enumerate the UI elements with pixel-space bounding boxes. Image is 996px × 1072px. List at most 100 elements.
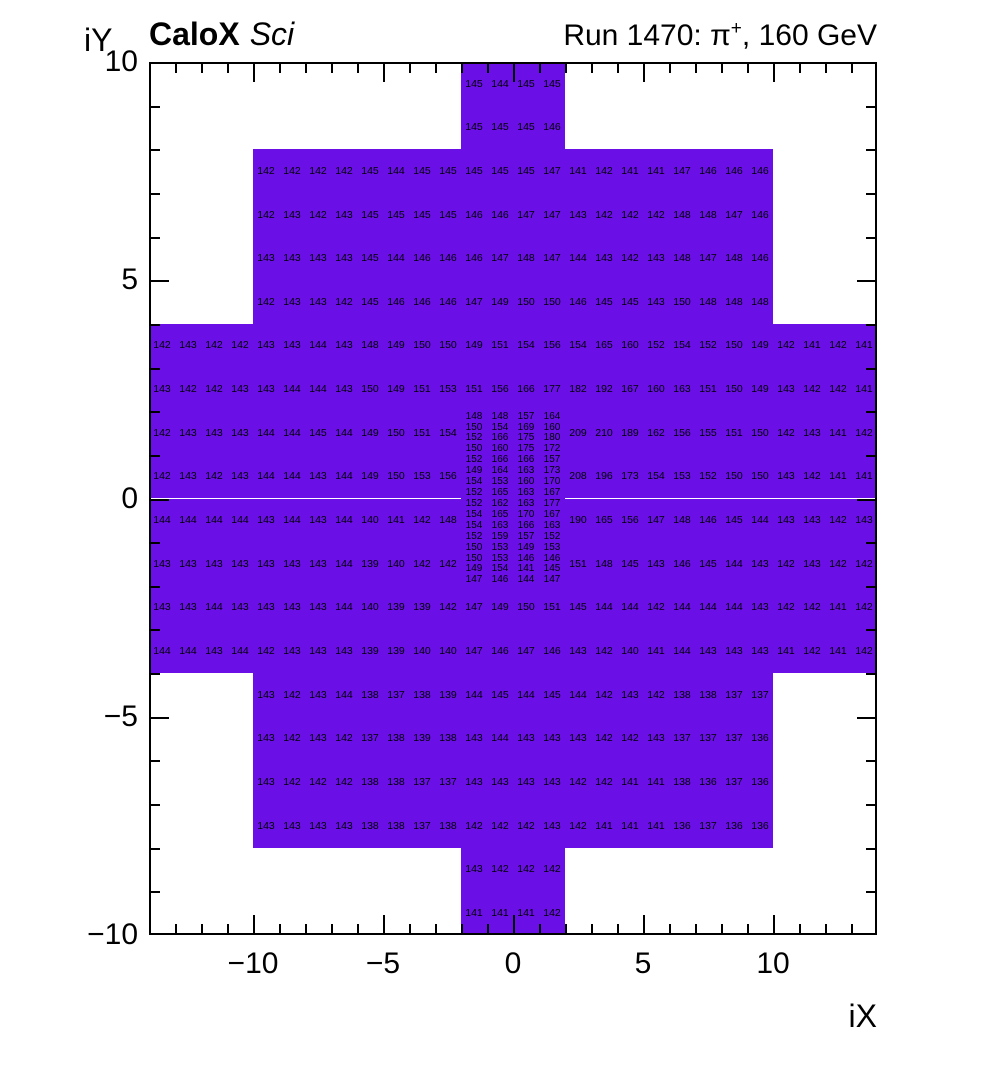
heatmap-cell: 146 (543, 645, 561, 657)
axis-tick (695, 64, 697, 73)
heatmap-cell: 137 (751, 688, 769, 701)
heatmap-cell: 140 (387, 557, 405, 570)
heatmap-cell: 143 (153, 557, 171, 570)
heatmap-cell: 142 (283, 775, 301, 788)
heatmap-cell: 137 (361, 732, 379, 745)
heatmap-cell: 149 (465, 339, 483, 352)
heatmap-cell: 152 (647, 339, 665, 352)
heatmap-fine-cell: 153 (491, 541, 509, 553)
axis-tick (279, 924, 281, 933)
heatmap-cell: 151 (413, 426, 431, 439)
heatmap-cell: 142 (413, 514, 431, 527)
heatmap-cell: 142 (439, 557, 457, 570)
heatmap-cell: 145 (569, 601, 587, 614)
heatmap-cell: 143 (335, 383, 353, 396)
axis-tick (669, 924, 671, 933)
heatmap-cell: 145 (413, 208, 431, 221)
heatmap-cell: 143 (465, 775, 483, 788)
axis-tick (866, 106, 875, 108)
axis-tick (851, 64, 853, 73)
heatmap-fine-cell: 166 (491, 454, 509, 466)
heatmap-cell: 136 (751, 732, 769, 745)
y-axis-tick-label: −5 (103, 699, 138, 733)
heatmap-fine-cell: 152 (465, 530, 483, 542)
heatmap-cell: 142 (855, 601, 873, 614)
heatmap-cell: 141 (517, 906, 535, 919)
heatmap-cell: 145 (361, 208, 379, 221)
heatmap-cell: 142 (595, 688, 613, 701)
axis-tick (409, 924, 411, 933)
heatmap-cell: 142 (153, 470, 171, 483)
axis-tick (617, 924, 619, 933)
heatmap-cell: 148 (673, 208, 691, 221)
heatmap-cell: 143 (465, 863, 483, 876)
heatmap-cell: 142 (309, 164, 327, 177)
heatmap-cell: 142 (829, 339, 847, 352)
axis-tick (643, 915, 645, 933)
x-axis-tick-label: −5 (365, 947, 401, 980)
heatmap-cell: 141 (647, 819, 665, 832)
heatmap-cell: 143 (465, 732, 483, 745)
heatmap-cell: 148 (517, 252, 535, 265)
heatmap-cell: 143 (179, 426, 197, 439)
heatmap-cell: 142 (543, 863, 561, 876)
heatmap-fine-cell: 146 (543, 552, 561, 564)
axis-tick (866, 237, 875, 239)
heatmap-cell: 142 (179, 383, 197, 396)
axis-tick (175, 924, 177, 933)
pion-charge-superscript: + (730, 18, 742, 39)
heatmap-cell: 148 (725, 252, 743, 265)
heatmap-cell: 139 (413, 732, 431, 745)
heatmap-cell: 137 (699, 819, 717, 832)
axis-tick (357, 924, 359, 933)
heatmap-cell: 145 (413, 164, 431, 177)
heatmap-cell: 143 (257, 252, 275, 265)
heatmap-cell: 166 (517, 383, 535, 396)
heatmap-cell: 141 (777, 645, 795, 657)
heatmap-cell: 163 (673, 383, 691, 396)
axis-tick (799, 64, 801, 73)
heatmap-cell: 143 (335, 819, 353, 832)
heatmap-cell: 142 (491, 819, 509, 832)
heatmap-cell: 142 (829, 383, 847, 396)
heatmap-cell: 143 (231, 426, 249, 439)
axis-tick (591, 64, 593, 73)
heatmap-cell: 151 (699, 383, 717, 396)
heatmap-cell: 147 (673, 164, 691, 177)
axis-tick (151, 891, 160, 893)
heatmap-cell: 143 (179, 557, 197, 570)
axis-tick (151, 455, 160, 457)
heatmap-cell: 139 (413, 601, 431, 614)
heatmap-cell: 143 (309, 470, 327, 483)
heatmap-cell: 143 (309, 252, 327, 265)
heatmap-cell: 148 (699, 208, 717, 221)
heatmap-cell: 196 (595, 470, 613, 483)
heatmap-cell: 143 (647, 732, 665, 745)
axis-tick (331, 64, 333, 73)
heatmap-cell: 137 (413, 775, 431, 788)
heatmap-cell: 143 (699, 645, 717, 657)
heatmap-cell: 142 (491, 863, 509, 876)
y-axis-tick-label: 5 (121, 263, 138, 297)
axis-tick (513, 64, 515, 82)
heatmap-cell: 142 (517, 819, 535, 832)
heatmap-cell: 209 (569, 426, 587, 439)
heatmap-cell: 143 (543, 775, 561, 788)
heatmap-cell: 146 (387, 295, 405, 308)
heatmap-row-segment (253, 192, 773, 237)
heatmap-cell: 143 (517, 775, 535, 788)
heatmap-cell: 144 (725, 601, 743, 614)
heatmap-cell: 144 (205, 514, 223, 527)
heatmap-cell: 142 (283, 688, 301, 701)
heatmap-cell: 144 (569, 252, 587, 265)
heatmap-cell: 143 (231, 557, 249, 570)
heatmap-cell: 142 (595, 732, 613, 745)
heatmap-cell: 145 (465, 164, 483, 177)
heatmap-cell: 151 (543, 601, 561, 614)
axis-tick (539, 924, 541, 933)
heatmap-cell: 138 (439, 819, 457, 832)
heatmap-cell: 136 (751, 819, 769, 832)
heatmap-cell: 143 (855, 514, 873, 527)
axis-tick (825, 64, 827, 73)
axis-tick (175, 64, 177, 73)
